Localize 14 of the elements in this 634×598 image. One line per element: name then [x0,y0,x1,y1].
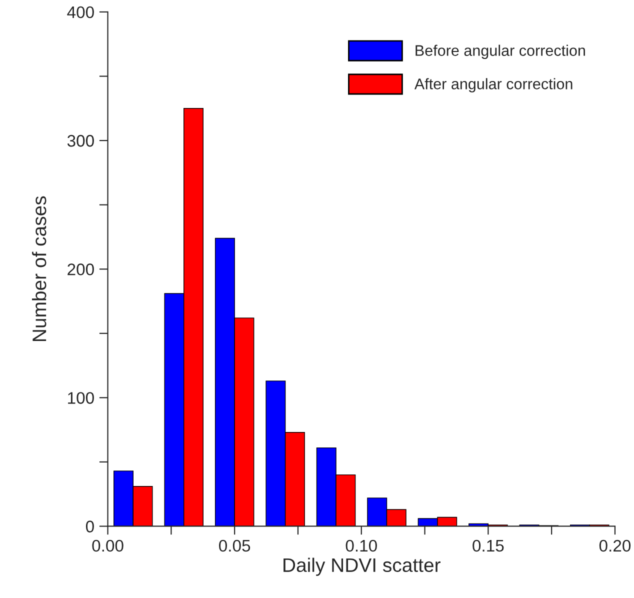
legend-label: Before angular correction [416,44,585,59]
y-tick-label: 400 [67,6,94,18]
y-tick-label: 200 [68,264,94,276]
x-tick-label: 0.10 [346,540,377,552]
x-tick-label: 0.00 [92,540,124,552]
y-tick-label: 0 [86,520,94,532]
y-tick-label: 100 [68,392,94,404]
x-tick-label: 0.05 [219,540,250,552]
y-tick-label: 300 [67,134,94,147]
y-axis-title: Number of cases [32,196,46,341]
x-tick-label: 0.15 [472,540,504,552]
x-tick-label: 0.20 [599,540,631,552]
x-axis-title: Daily NDVI scatter [284,558,440,576]
legend-label: After angular correction [414,78,572,92]
